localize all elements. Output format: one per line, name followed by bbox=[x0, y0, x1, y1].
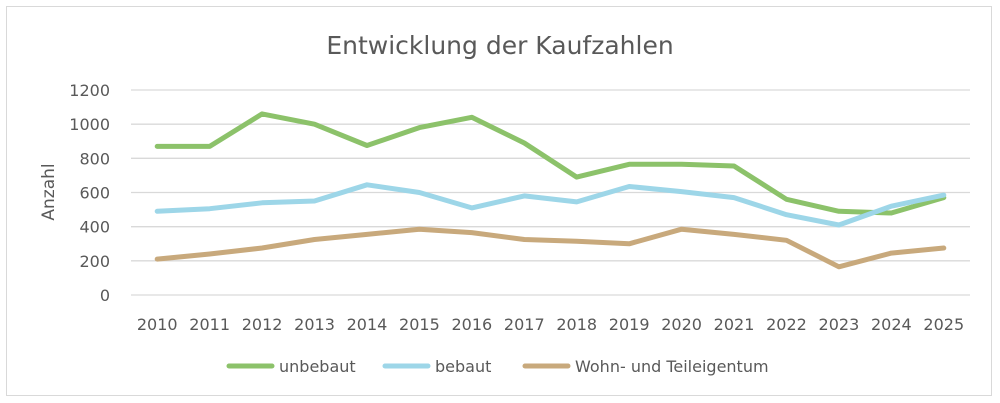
x-tick-label: 2016 bbox=[451, 315, 492, 334]
x-tick-label: 2018 bbox=[556, 315, 597, 334]
x-tick-label: 2011 bbox=[189, 315, 230, 334]
series-lines bbox=[154, 111, 947, 270]
y-tick-label: 1000 bbox=[69, 115, 110, 134]
series-line-unbebaut bbox=[154, 111, 947, 216]
legend-item: unbebaut bbox=[226, 357, 356, 376]
x-tick-label: 2012 bbox=[242, 315, 283, 334]
x-tick-label: 2021 bbox=[714, 315, 755, 334]
y-axis-label: Anzahl bbox=[39, 163, 59, 220]
x-tick-label: 2013 bbox=[294, 315, 335, 334]
x-tick-labels: 2010 2011 2012 2013 2014 2015 2016 2017 2018 2019… bbox=[137, 315, 964, 334]
legend-label: Wohn- und Teileigentum bbox=[575, 357, 769, 376]
y-tick-labels: 0 200 400 600 800 1000 1200 bbox=[69, 81, 110, 305]
y-tick-label: 1200 bbox=[69, 81, 110, 100]
x-tick-label: 2024 bbox=[871, 315, 912, 334]
x-tick-label: 2020 bbox=[661, 315, 702, 334]
legend-item: bebaut bbox=[382, 357, 491, 376]
legend-item: Wohn- und Teileigentum bbox=[522, 357, 769, 376]
legend-label: unbebaut bbox=[279, 357, 356, 376]
y-tick-label: 400 bbox=[79, 218, 110, 237]
legend-label: bebaut bbox=[435, 357, 491, 376]
y-tick-label: 0 bbox=[100, 286, 110, 305]
series-line-wohn-und-teileigentum bbox=[154, 226, 947, 270]
x-tick-label: 2014 bbox=[347, 315, 388, 334]
x-tick-label: 2015 bbox=[399, 315, 440, 334]
y-tick-label: 800 bbox=[79, 149, 110, 168]
chart-title: Entwicklung der Kaufzahlen bbox=[326, 31, 673, 60]
series-line-bebaut bbox=[154, 182, 947, 228]
x-tick-label: 2022 bbox=[766, 315, 807, 334]
x-tick-label: 2023 bbox=[819, 315, 860, 334]
y-tick-label: 600 bbox=[79, 184, 110, 203]
x-tick-label: 2025 bbox=[923, 315, 964, 334]
y-tick-label: 200 bbox=[79, 252, 110, 271]
x-tick-label: 2019 bbox=[609, 315, 650, 334]
x-tick-label: 2010 bbox=[137, 315, 178, 334]
x-tick-label: 2017 bbox=[504, 315, 545, 334]
legend: unbebaut bebaut Wohn- und Teileigentum bbox=[226, 357, 769, 376]
